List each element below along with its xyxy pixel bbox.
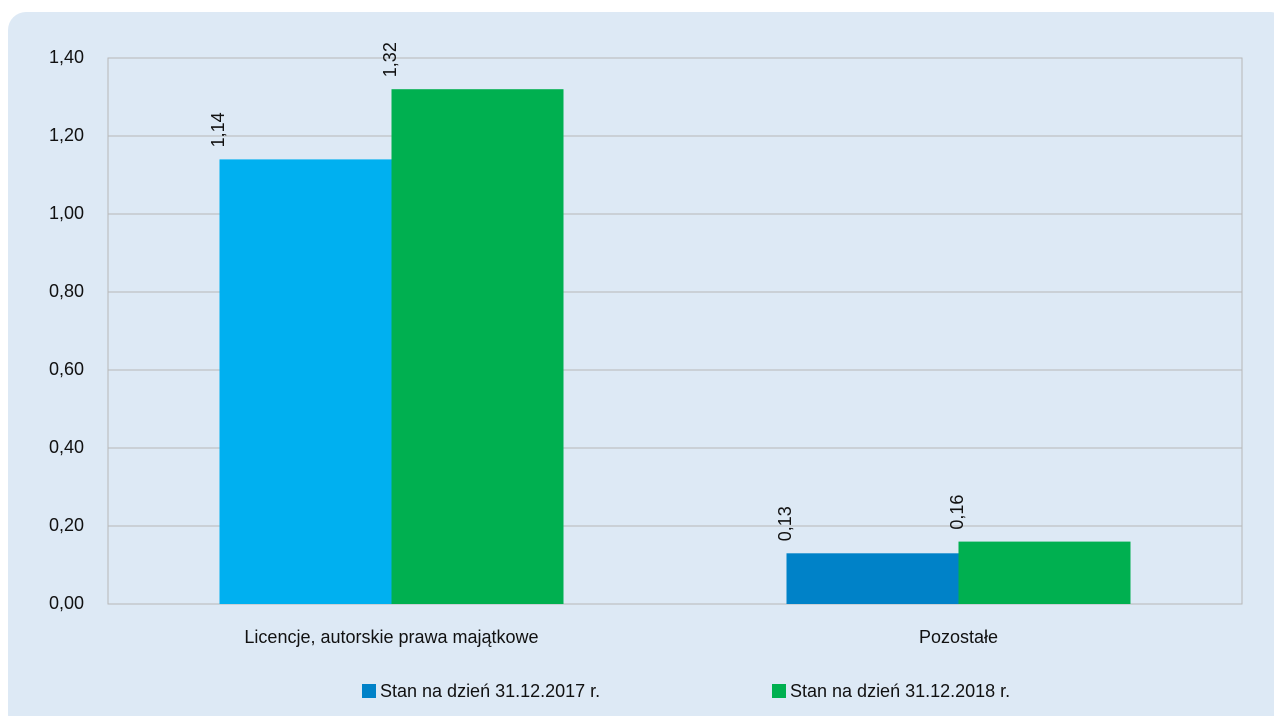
legend-label: Stan na dzień 31.12.2017 r. <box>380 681 600 701</box>
y-tick-label: 0,00 <box>49 593 84 613</box>
x-tick-label: Pozostałe <box>919 627 998 647</box>
value-label: 0,16 <box>947 495 967 530</box>
y-tick-label: 0,80 <box>49 281 84 301</box>
bar <box>786 553 959 604</box>
y-tick-label: 1,40 <box>49 47 84 67</box>
legend-label: Stan na dzień 31.12.2018 r. <box>790 681 1010 701</box>
y-tick-label: 0,60 <box>49 359 84 379</box>
value-label: 0,13 <box>775 506 795 541</box>
value-label: 1,32 <box>380 42 400 77</box>
legend-swatch <box>772 684 786 698</box>
y-tick-label: 1,20 <box>49 125 84 145</box>
bar <box>391 89 564 604</box>
bar <box>219 159 392 604</box>
bar <box>958 541 1131 604</box>
y-tick-label: 0,20 <box>49 515 84 535</box>
x-tick-label: Licencje, autorskie prawa majątkowe <box>244 627 538 647</box>
chart-background <box>8 12 1274 716</box>
y-tick-label: 0,40 <box>49 437 84 457</box>
y-tick-label: 1,00 <box>49 203 84 223</box>
value-label: 1,14 <box>208 112 228 147</box>
legend-swatch <box>362 684 376 698</box>
